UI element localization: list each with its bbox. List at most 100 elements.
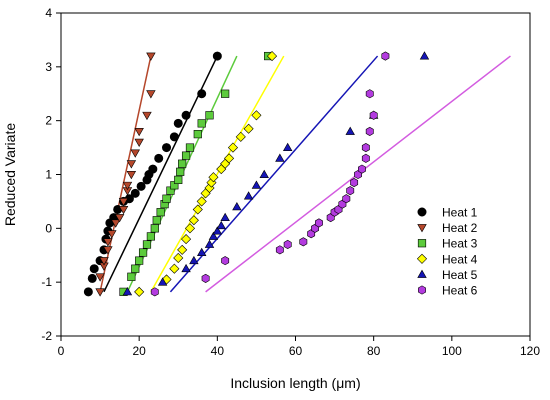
heat-4-point — [181, 234, 192, 245]
heat-3-point — [221, 89, 230, 98]
heat-5-point — [196, 247, 207, 257]
heat-2-point — [114, 214, 125, 223]
heat-3-point — [174, 175, 183, 184]
heat-5-point — [345, 126, 355, 135]
heat-2-point — [118, 197, 129, 207]
legend-marker-heat-3 — [417, 239, 427, 248]
heat-3-point — [156, 208, 165, 217]
heat-6-point — [365, 126, 374, 136]
heat-3-point — [205, 111, 214, 120]
y-tick-label: 0 — [45, 221, 52, 235]
heat-4-points — [134, 51, 278, 297]
heat-1-point — [212, 51, 222, 61]
y-tick-label: 2 — [45, 114, 52, 128]
x-tick-label: 100 — [442, 344, 462, 358]
heat-1-point — [148, 164, 158, 174]
heat-3-point — [193, 130, 202, 139]
heat-1-point — [83, 287, 93, 297]
y-tick-label: -1 — [41, 275, 52, 289]
y-tick-label: 3 — [45, 60, 52, 74]
heat-4-point — [196, 196, 207, 207]
heat-4-point — [192, 204, 203, 215]
heat-1-point — [89, 264, 99, 274]
heat-6-point — [342, 194, 351, 204]
heat-6-point — [150, 287, 159, 297]
heat-6-point — [221, 256, 230, 266]
x-tick-label: 40 — [211, 344, 225, 358]
heat-4-point — [188, 215, 199, 226]
heat-6-point — [299, 237, 308, 247]
heat-1-point — [197, 89, 207, 99]
y-tick-label: 4 — [45, 6, 52, 20]
legend-item-heat-5: Heat 5 — [417, 268, 478, 282]
heat-5-point — [157, 277, 168, 286]
heat-4-point — [267, 51, 278, 62]
heat-2-point — [99, 257, 109, 266]
heat-3-point — [131, 264, 140, 273]
heat-6-point — [369, 110, 378, 120]
heat-5-point — [189, 255, 199, 265]
y-tick-label: -2 — [41, 329, 52, 343]
x-tick-label: 60 — [289, 344, 303, 358]
heat-3-point — [197, 119, 206, 128]
heat-5-point — [204, 239, 215, 248]
heat-2-point — [146, 52, 156, 61]
heat-1-point — [87, 273, 97, 283]
heat-4-point — [243, 123, 254, 134]
heat-3-point — [178, 159, 187, 168]
heat-5-point — [419, 51, 430, 60]
heat-2-point — [134, 127, 144, 137]
legend-marker-heat-5 — [417, 269, 427, 278]
legend-marker-heat-4 — [416, 253, 428, 264]
x-axis-title: Inclusion length (μm) — [230, 375, 360, 391]
legend-label-heat-5: Heat 5 — [442, 268, 478, 282]
heat-6-point — [350, 178, 359, 188]
heat-6-point — [283, 239, 292, 250]
heat-3-point — [162, 194, 171, 203]
heat-2-point — [126, 160, 137, 169]
legend-label-heat-3: Heat 3 — [442, 237, 478, 251]
heat-5-point — [251, 180, 262, 189]
legend-label-heat-1: Heat 1 — [442, 206, 478, 220]
heat-1-point — [130, 188, 140, 198]
heat-4-fit-line — [150, 55, 285, 293]
heat-5-point — [275, 153, 285, 162]
heat-6-point — [381, 51, 390, 61]
heat-2-point — [130, 149, 140, 158]
heat-6-point — [358, 164, 366, 174]
heat-5-point — [282, 142, 293, 152]
heat-6-points — [150, 51, 390, 297]
heat-3-point — [150, 224, 159, 233]
heat-2-point — [118, 206, 129, 215]
heat-4-point — [224, 153, 235, 164]
heat-2-point — [111, 219, 121, 228]
heat-1-point — [154, 153, 164, 163]
heat-2-point — [103, 246, 113, 255]
legend-label-heat-2: Heat 2 — [442, 221, 478, 235]
x-tick-label: 20 — [132, 344, 146, 358]
x-tick-label: 0 — [58, 344, 65, 358]
heat-3-point — [138, 248, 148, 257]
heat-2-point — [107, 230, 117, 239]
heat-4-point — [169, 263, 180, 274]
heat-1-point — [169, 132, 179, 142]
heat-1-point — [136, 181, 146, 191]
heat-4-point — [227, 142, 239, 153]
x-tick-label: 120 — [520, 344, 540, 358]
heat-2-point — [142, 111, 152, 121]
heat-3-point — [185, 143, 195, 152]
heat-5-fit-line — [169, 55, 379, 293]
heat-5-point — [243, 191, 254, 200]
heat-4-point — [235, 131, 246, 142]
heat-5-point — [259, 169, 269, 178]
heat-6-point — [275, 245, 284, 255]
heat-1-point — [162, 143, 172, 153]
heat-3-point — [127, 272, 136, 281]
heat-3-point — [181, 151, 191, 160]
heat-4-point — [251, 110, 262, 121]
heat-6-point — [346, 186, 355, 196]
heat-5-point — [208, 231, 219, 240]
legend-item-heat-4: Heat 4 — [416, 252, 478, 266]
